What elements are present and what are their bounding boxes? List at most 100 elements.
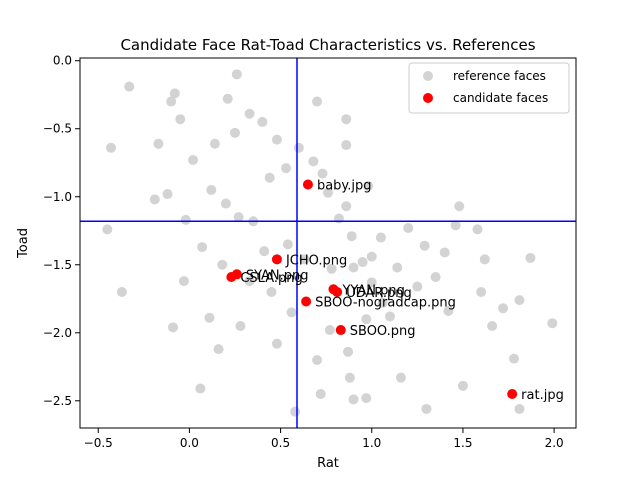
x-tick-label: 1.5 — [453, 436, 472, 450]
reference-point — [509, 353, 519, 364]
reference-point — [403, 223, 414, 234]
candidate-label: baby.jpg — [317, 179, 372, 194]
reference-point — [102, 224, 113, 235]
reference-point — [290, 406, 301, 417]
reference-point — [312, 354, 323, 365]
reference-point — [271, 338, 282, 349]
candidate-label: CSLA.png — [240, 271, 302, 286]
reference-point — [324, 325, 335, 336]
reference-point — [204, 312, 215, 323]
reference-point — [476, 286, 487, 297]
reference-point — [106, 142, 116, 153]
reference-point — [421, 403, 432, 414]
reference-point — [341, 114, 352, 125]
reference-point — [244, 276, 255, 287]
reference-point — [259, 246, 270, 257]
reference-point — [162, 189, 173, 200]
reference-point — [344, 372, 355, 383]
reference-point — [377, 297, 388, 308]
reference-point — [443, 306, 454, 317]
x-tick-label: 0.0 — [180, 436, 199, 450]
y-tick-label: −0.5 — [43, 122, 72, 136]
y-tick-label: −1.0 — [43, 190, 72, 204]
reference-point — [213, 344, 224, 355]
x-tick-label: 1.0 — [362, 436, 381, 450]
reference-point — [525, 252, 536, 263]
reference-point — [217, 259, 228, 270]
candidate-point — [271, 254, 282, 265]
reference-point — [244, 108, 255, 119]
reference-point — [166, 96, 177, 107]
reference-point — [479, 254, 490, 265]
candidate-point — [507, 388, 518, 399]
reference-point — [392, 262, 403, 273]
y-tick-label: −2.0 — [43, 326, 72, 340]
reference-point — [439, 247, 450, 258]
y-tick-label: −2.5 — [43, 394, 72, 408]
reference-point — [395, 372, 406, 383]
reference-point — [412, 281, 423, 292]
candidate-point — [332, 286, 343, 297]
reference-point — [209, 138, 220, 149]
legend: reference faces candidate faces — [408, 62, 570, 114]
reference-point — [498, 303, 509, 314]
reference-point — [222, 93, 233, 104]
x-tick-label: −0.5 — [84, 436, 113, 450]
reference-point — [178, 276, 189, 287]
candidate-points-layer — [226, 179, 518, 399]
reference-point — [282, 239, 293, 250]
reference-point — [124, 81, 135, 92]
reference-point — [257, 116, 268, 127]
candidate-point — [302, 179, 313, 190]
reference-point — [169, 88, 180, 99]
reference-point — [188, 155, 199, 166]
reference-point — [230, 127, 240, 138]
reference-point — [293, 142, 304, 153]
reference-point — [235, 320, 246, 331]
x-tick-label: 0.5 — [271, 436, 290, 450]
reference-point — [175, 114, 186, 125]
reference-point — [348, 262, 359, 273]
legend-label-reference: reference faces — [453, 69, 546, 83]
reference-point — [343, 346, 354, 357]
reference-point — [195, 383, 206, 394]
reference-point — [363, 180, 374, 191]
reference-point — [197, 242, 208, 253]
reference-point — [220, 198, 231, 209]
legend-label-candidate: candidate faces — [453, 91, 548, 105]
x-axis-ticks: −0.5 0.0 0.5 1.0 1.5 2.0 — [84, 428, 564, 450]
y-tick-label: 0.0 — [53, 54, 72, 68]
reference-point — [233, 212, 244, 223]
candidate-label: SYAN.png — [246, 268, 309, 283]
y-tick-label: −1.5 — [43, 258, 72, 272]
reference-point — [231, 69, 242, 80]
reference-point — [168, 322, 178, 333]
candidate-label: JCHO.png — [285, 253, 347, 268]
x-axis-label: Rat — [317, 456, 339, 471]
reference-point — [323, 187, 333, 198]
plot-frame — [79, 57, 577, 429]
reference-point — [375, 232, 386, 243]
chart-title: Candidate Face Rat-Toad Characteristics … — [120, 36, 535, 54]
reference-lines-layer — [80, 58, 576, 428]
reference-point — [487, 320, 498, 331]
reference-point — [346, 231, 357, 242]
reference-point — [266, 286, 277, 297]
reference-point — [385, 311, 395, 322]
reference-point — [312, 96, 323, 107]
reference-point — [454, 201, 465, 212]
reference-point — [547, 318, 558, 329]
legend-marker-reference — [423, 71, 433, 81]
reference-point — [116, 286, 127, 297]
reference-point — [315, 388, 326, 399]
reference-point — [514, 295, 525, 306]
reference-point — [457, 380, 468, 391]
reference-point — [153, 138, 164, 149]
reference-point — [286, 307, 297, 318]
candidate-label: SBOO-nogradcap.png — [315, 295, 456, 310]
reference-point — [357, 257, 368, 268]
candidate-point — [226, 272, 237, 283]
candidate-label: UDAR.png — [346, 286, 412, 301]
